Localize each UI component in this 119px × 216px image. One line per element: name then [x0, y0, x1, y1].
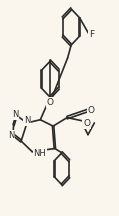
Text: N: N: [24, 116, 30, 125]
Text: O: O: [83, 119, 90, 128]
Text: N: N: [12, 110, 18, 119]
Text: N: N: [8, 131, 15, 140]
Text: O: O: [87, 106, 94, 115]
Text: O: O: [47, 98, 54, 107]
Text: NH: NH: [34, 149, 46, 158]
Text: F: F: [89, 30, 94, 39]
